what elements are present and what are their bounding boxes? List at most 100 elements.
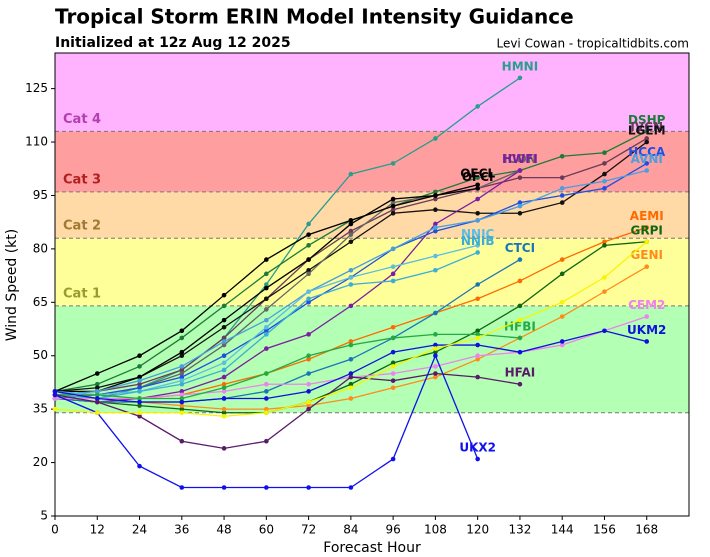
data-point	[559, 257, 565, 262]
data-point	[475, 328, 480, 334]
x-tick-label: 132	[508, 523, 531, 537]
data-point	[433, 353, 438, 359]
data-point	[264, 317, 269, 323]
data-point	[475, 282, 480, 287]
data-point	[221, 353, 227, 359]
data-point	[475, 243, 480, 248]
data-point	[602, 275, 607, 280]
data-point	[517, 317, 523, 323]
series-label: HFAI	[505, 366, 536, 380]
data-point	[433, 267, 438, 273]
data-point	[348, 396, 354, 401]
data-point	[602, 171, 607, 177]
series-label: OFCL	[460, 166, 495, 180]
data-point	[221, 396, 227, 401]
data-point	[517, 168, 523, 173]
series-label: OFCI	[462, 170, 494, 184]
data-point	[221, 381, 227, 387]
data-point	[137, 378, 142, 383]
data-point	[306, 403, 311, 408]
data-point	[94, 389, 100, 394]
data-point	[94, 385, 100, 391]
data-point	[52, 389, 58, 394]
data-point	[433, 374, 438, 380]
x-tick-label: 168	[635, 523, 658, 537]
series-label: HMNI	[502, 59, 539, 73]
data-point	[475, 196, 480, 202]
series-label: AVNI	[631, 152, 663, 166]
series-label: IVCN	[630, 120, 663, 134]
data-point	[94, 410, 100, 416]
data-point	[559, 342, 565, 348]
data-point	[179, 399, 185, 405]
data-point	[433, 332, 438, 337]
series-label: ICON	[503, 152, 537, 166]
intensity-band	[55, 53, 689, 132]
data-point	[644, 139, 650, 145]
band-label: Cat 4	[63, 112, 101, 127]
data-point	[94, 381, 100, 387]
data-point	[137, 374, 142, 380]
data-point	[348, 171, 354, 177]
data-point	[475, 374, 480, 380]
y-tick-label: 20	[33, 455, 48, 469]
x-tick-label: 120	[466, 523, 489, 537]
data-point	[348, 228, 354, 234]
data-point	[264, 381, 269, 387]
data-point	[433, 225, 438, 230]
data-point	[52, 392, 58, 398]
data-point	[179, 335, 185, 341]
data-point	[348, 267, 354, 273]
data-point	[137, 381, 142, 387]
data-point	[559, 186, 565, 191]
data-point	[433, 196, 438, 202]
data-point	[390, 161, 396, 166]
data-point	[348, 232, 354, 237]
data-point	[433, 253, 438, 259]
x-tick-label: 0	[51, 523, 59, 537]
data-point	[433, 371, 438, 376]
series-line	[55, 333, 520, 400]
series-label: HWFI	[502, 152, 538, 166]
data-point	[348, 371, 354, 376]
data-point	[179, 396, 185, 401]
x-tick-label: 144	[551, 523, 574, 537]
data-point	[517, 203, 523, 209]
data-point	[559, 193, 565, 198]
data-point	[264, 324, 269, 330]
data-point	[348, 339, 354, 344]
y-tick-label: 50	[33, 348, 48, 362]
data-point	[52, 396, 58, 401]
data-point	[390, 278, 396, 284]
data-point	[179, 389, 185, 394]
chart-subtitle: Initialized at 12z Aug 12 2025	[55, 35, 291, 51]
data-point	[306, 381, 311, 387]
data-point	[348, 239, 354, 245]
data-point	[517, 175, 523, 180]
data-point	[433, 310, 438, 316]
data-point	[517, 257, 523, 262]
data-point	[348, 356, 354, 362]
data-point	[475, 332, 480, 337]
data-point	[348, 485, 354, 490]
data-point	[348, 385, 354, 391]
data-point	[221, 324, 227, 330]
data-point	[221, 303, 227, 309]
data-point	[433, 189, 438, 195]
data-point	[390, 360, 396, 366]
x-tick-label: 156	[593, 523, 616, 537]
data-point	[517, 210, 523, 216]
chart-title: Tropical Storm ERIN Model Intensity Guid…	[55, 5, 574, 29]
data-point	[137, 403, 142, 408]
data-point	[602, 178, 607, 184]
data-point	[179, 392, 185, 398]
data-point	[306, 399, 311, 405]
data-point	[644, 161, 650, 166]
data-point	[390, 335, 396, 341]
data-point	[644, 314, 650, 319]
data-point	[475, 356, 480, 362]
data-point	[264, 371, 269, 376]
data-point	[433, 207, 438, 213]
data-point	[306, 257, 311, 262]
data-point	[644, 339, 650, 344]
